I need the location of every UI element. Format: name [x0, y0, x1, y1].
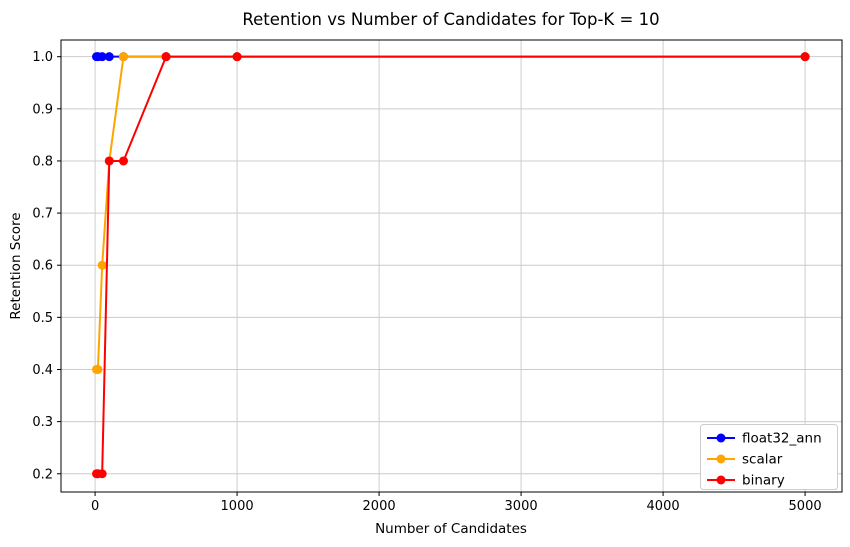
series-binary-point	[104, 156, 114, 166]
series-scalar-point	[97, 260, 107, 270]
plot-border	[60, 39, 843, 493]
y-tick-label: 0.3	[32, 415, 53, 430]
y-tick-label: 0.7	[32, 207, 53, 222]
legend-swatch-marker	[716, 475, 726, 485]
series-binary-point	[161, 52, 171, 62]
y-tick-label: 0.6	[32, 259, 53, 274]
x-tick-label: 2000	[363, 499, 396, 514]
series-binary-point	[800, 52, 810, 62]
series-binary-point	[232, 52, 242, 62]
series-scalar-point	[93, 364, 103, 374]
legend-box	[700, 424, 838, 490]
series-scalar-point	[118, 52, 128, 62]
data-series	[92, 52, 810, 479]
legend-swatch-marker	[716, 454, 726, 464]
series-float32_ann-point	[97, 52, 107, 62]
y-tick-label: 0.9	[32, 102, 53, 117]
chart-title: Retention vs Number of Candidates for To…	[242, 10, 659, 29]
gridlines	[61, 40, 842, 492]
x-tick-label: 0	[91, 499, 99, 514]
legend-label: binary	[742, 473, 785, 489]
x-tick-label: 3000	[505, 499, 538, 514]
x-tick-label: 4000	[647, 499, 680, 514]
y-tick-label: 0.2	[32, 467, 53, 482]
y-tick-label: 0.5	[32, 311, 53, 326]
y-tick-label: 1.0	[32, 50, 53, 65]
legend-item-binary: binary	[707, 473, 785, 489]
series-binary-point	[118, 156, 128, 166]
legend-item-scalar: scalar	[707, 452, 783, 468]
x-tick-label: 1000	[221, 499, 254, 514]
series-binary-point	[97, 469, 107, 479]
x-tick-label: 5000	[789, 499, 822, 514]
legend-label: float32_ann	[742, 431, 822, 447]
series-float32_ann-point	[104, 52, 114, 62]
y-axis-label: Retention Score	[8, 212, 24, 319]
legend-item-float32_ann: float32_ann	[707, 431, 822, 447]
legend-label: scalar	[742, 452, 783, 468]
y-tick-label: 0.4	[32, 363, 53, 378]
x-axis-label: Number of Candidates	[375, 521, 527, 537]
axis-ticks: 0 1000 2000 3000 4000 5000 0.2 0.3 0.4 0.5 0.6 0.7 0…	[32, 50, 821, 514]
y-tick-label: 0.8	[32, 154, 53, 169]
legend-swatch-marker	[716, 433, 726, 443]
